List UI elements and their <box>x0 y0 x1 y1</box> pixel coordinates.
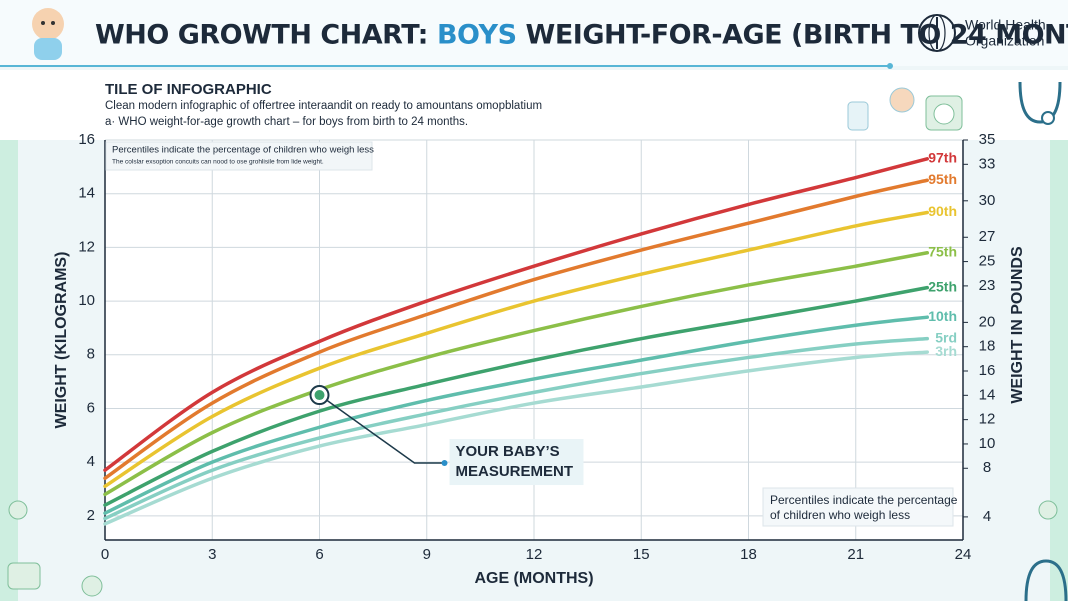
note-text: of children who weigh less <box>770 508 910 522</box>
series-label: 90th <box>928 203 957 219</box>
y-tick-label: 8 <box>87 346 95 363</box>
y2-tick-label: 30 <box>979 192 996 209</box>
percentile-line <box>103 350 929 526</box>
y2-tick-label: 8 <box>983 459 991 476</box>
y-axis-label: WEIGHT (KILOGRAMS) <box>53 252 70 429</box>
decor-icons <box>7 81 1068 601</box>
x-tick-label: 3 <box>208 546 216 563</box>
percentile-line <box>103 210 929 489</box>
title-part: WHO GROWTH CHART: <box>95 20 428 51</box>
y-tick-label: 14 <box>78 185 95 202</box>
x-tick-label: 24 <box>955 546 972 563</box>
percentile-line <box>103 336 929 521</box>
percentile-line <box>103 178 929 481</box>
x-tick-label: 0 <box>101 546 109 563</box>
y2-tick-label: 35 <box>979 131 996 148</box>
y-tick-label: 6 <box>87 399 95 416</box>
title-part: WEIGHT-FOR-AGE (BIRTH TO 24 MONTHS) <box>526 20 1068 51</box>
percentile-line <box>103 157 929 472</box>
y2-tick-label: 10 <box>979 435 996 452</box>
y-tick-label: 16 <box>78 131 95 148</box>
right-side-strip <box>1050 140 1068 601</box>
note-box <box>762 487 954 527</box>
y2-axis-label: WEIGHT IN POUNDS <box>1009 246 1026 404</box>
subtitle: TILE OF INFOGRAPHIC <box>105 81 272 98</box>
y-tick-label: 10 <box>78 292 95 309</box>
y2-tick-label: 18 <box>979 338 996 355</box>
baby-icon <box>32 8 64 60</box>
y2-tick-label: 4 <box>983 508 991 525</box>
series-label: 75th <box>928 243 957 259</box>
rule-dot <box>887 63 893 69</box>
intro-band <box>0 70 1068 140</box>
title-highlight: BOYS <box>437 20 517 51</box>
measurement-dot <box>314 390 325 401</box>
who-emblem <box>918 14 956 52</box>
x-axis-label: AGE (MONTHS) <box>474 570 593 587</box>
y2-tick-label: 23 <box>979 277 996 294</box>
note-text: Percentiles indicate the percentage of c… <box>112 145 374 156</box>
x-tick-label: 12 <box>526 546 543 563</box>
y2-tick-label: 16 <box>979 362 996 379</box>
series-label: 10th <box>928 308 957 324</box>
percentile-line <box>103 251 929 497</box>
callout-end <box>441 460 448 467</box>
y2-tick-label: 20 <box>979 313 996 330</box>
callout-box <box>449 439 584 486</box>
series-label: 25th <box>928 278 957 294</box>
series-label: 5rd <box>935 329 957 345</box>
note-text: The colslar exsoption concuits can nood … <box>112 159 324 166</box>
y-tick-label: 2 <box>87 507 95 524</box>
series-label: 3rh <box>935 343 957 359</box>
percentile-line <box>103 315 929 515</box>
callout-text: YOUR BABY’S <box>456 443 560 460</box>
x-tick-label: 9 <box>423 546 431 563</box>
percentile-line <box>103 285 929 507</box>
org-name: World Health <box>965 17 1046 33</box>
y-tick-label: 12 <box>78 238 95 255</box>
description: Clean modern infographic of offertree in… <box>105 100 542 112</box>
series-label: 95th <box>928 171 957 187</box>
y2-tick-label: 12 <box>979 411 996 428</box>
y-tick-label: 4 <box>87 453 95 470</box>
left-side-strip <box>0 140 18 601</box>
x-tick-label: 6 <box>315 546 323 563</box>
series-label: 97th <box>928 149 957 165</box>
callout-text: MEASUREMENT <box>456 463 574 480</box>
y2-tick-label: 25 <box>979 253 996 270</box>
note-box <box>105 141 373 171</box>
x-tick-label: 21 <box>847 546 864 563</box>
x-tick-label: 15 <box>633 546 650 563</box>
x-tick-label: 18 <box>740 546 757 563</box>
y2-tick-label: 27 <box>979 228 996 245</box>
org-name: Organization <box>965 33 1044 49</box>
header-band <box>0 0 1068 66</box>
description: a· WHO weight-for-age growth chart – for… <box>105 116 468 128</box>
note-text: Percentiles indicate the percentage <box>770 493 958 507</box>
y2-tick-label: 33 <box>979 155 996 172</box>
y2-tick-label: 14 <box>979 386 996 403</box>
callout-line <box>319 394 445 464</box>
